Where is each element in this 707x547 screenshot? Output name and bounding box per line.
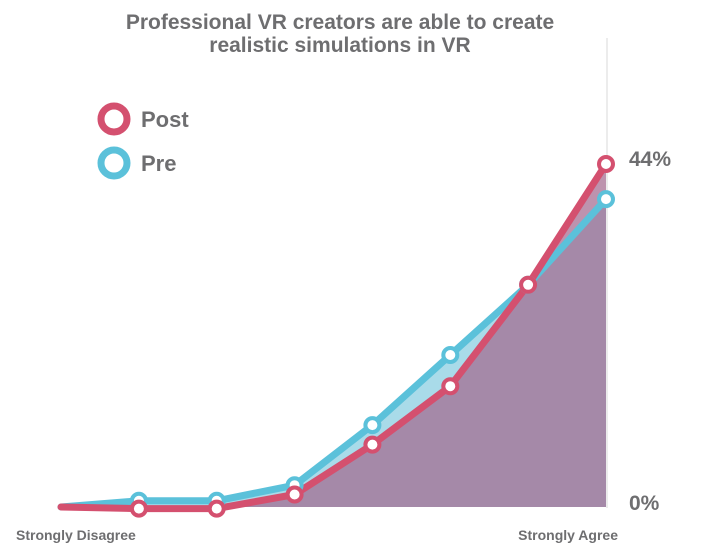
series-lines <box>57 160 610 513</box>
chart-title-line-2: realistic simulations in VR <box>209 34 470 57</box>
point-post-3 <box>285 485 304 504</box>
legend-label-post: Post <box>141 107 189 132</box>
chart-title-line-1: Professional VR creators are able to cre… <box>126 11 554 34</box>
data-points <box>129 155 615 518</box>
area-post <box>61 164 606 509</box>
line-post <box>57 160 610 513</box>
legend-item-pre: Pre <box>97 146 176 180</box>
point-post-5 <box>441 377 460 396</box>
legend-marker-pre <box>97 146 131 180</box>
point-post-4 <box>363 435 382 454</box>
point-pre-7 <box>597 190 615 209</box>
y-label-bottom: 0% <box>629 492 660 515</box>
point-pre-5 <box>441 346 460 364</box>
point-pre-4 <box>363 416 382 435</box>
point-post-1 <box>129 499 148 518</box>
point-post-6 <box>519 275 538 294</box>
x-label-left: Strongly Disagree <box>16 527 136 543</box>
area-fills <box>61 164 606 509</box>
point-post-7 <box>597 155 615 173</box>
legend: Post Pre <box>97 102 189 180</box>
legend-label-pre: Pre <box>141 151 176 176</box>
legend-item-post: Post <box>97 102 189 136</box>
x-label-right: Strongly Agree <box>518 527 618 543</box>
y-label-top: 44% <box>629 148 671 171</box>
legend-marker-post <box>97 102 131 136</box>
point-post-2 <box>207 499 226 518</box>
